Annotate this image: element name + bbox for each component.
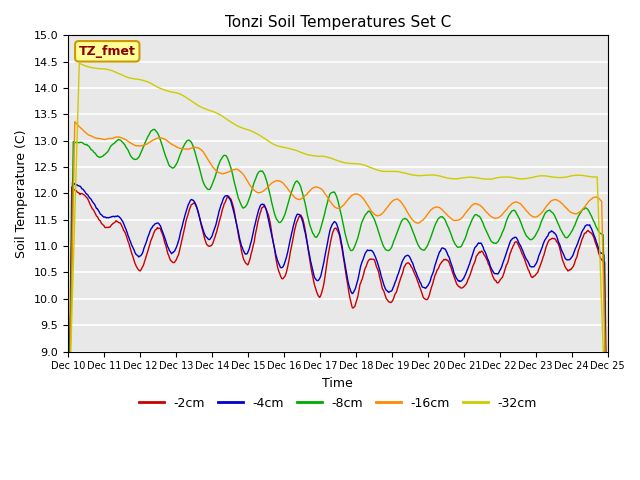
Y-axis label: Soil Temperature (C): Soil Temperature (C) xyxy=(15,129,28,258)
X-axis label: Time: Time xyxy=(323,377,353,390)
Text: TZ_fmet: TZ_fmet xyxy=(79,45,136,58)
Legend: -2cm, -4cm, -8cm, -16cm, -32cm: -2cm, -4cm, -8cm, -16cm, -32cm xyxy=(134,392,542,415)
Title: Tonzi Soil Temperatures Set C: Tonzi Soil Temperatures Set C xyxy=(225,15,451,30)
